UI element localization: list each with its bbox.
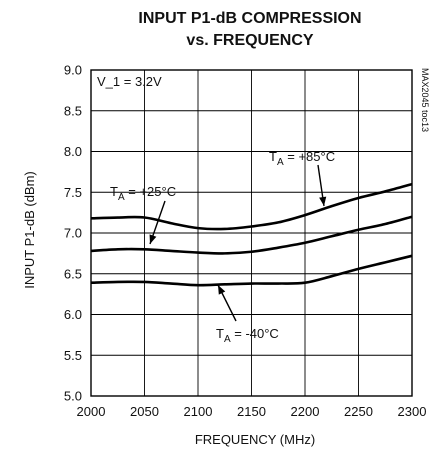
x-tick-label: 2000: [77, 404, 106, 419]
arrowhead-1: [319, 196, 327, 206]
series-labels: TA = +85°C TA = +25°C TA = -40°C: [110, 149, 335, 345]
y-tick-label: 7.0: [64, 226, 82, 241]
y-tick-label: 7.5: [64, 185, 82, 200]
series-label-3: TA = -40°C: [216, 326, 279, 345]
series-line-3: [90, 254, 413, 287]
plot-frame: [90, 69, 413, 397]
y-tick-label: 9.0: [64, 63, 82, 78]
y-tick-label: 5.5: [64, 348, 82, 363]
y-tick-label: 6.5: [64, 266, 82, 281]
figure-ref: MAX2045 toc13: [420, 68, 430, 132]
x-tick-label: 2200: [291, 404, 320, 419]
series-line-2: [90, 215, 413, 255]
y-tick-label: 6.0: [64, 307, 82, 322]
y-tick-label: 8.5: [64, 103, 82, 118]
arrowhead-2: [149, 234, 157, 244]
chart-subtitle: vs. FREQUENCY: [186, 32, 313, 49]
condition-annotation: V_1 = 3.2V: [97, 74, 162, 89]
series-label-2: TA = +25°C: [110, 184, 176, 203]
y-axis-label: INPUT P1-dB (dBm): [22, 171, 37, 289]
x-tick-label: 2100: [184, 404, 213, 419]
arrowhead-3: [218, 285, 226, 295]
series-line-1: [90, 182, 413, 231]
x-tick-label: 2300: [398, 404, 427, 419]
x-tick-label: 2050: [130, 404, 159, 419]
series-group: [90, 182, 413, 287]
x-tick-label: 2250: [344, 404, 373, 419]
grid: [90, 69, 413, 397]
x-tick-label: 2150: [237, 404, 266, 419]
x-axis-label: FREQUENCY (MHz): [195, 432, 315, 447]
tick-labels: 2000 2050 2100 2150 2200 2250 2300 9.0 8.5 8.0 7.5…: [64, 63, 427, 420]
y-tick-label: 5.0: [64, 389, 82, 404]
chart-title: INPUT P1-dB COMPRESSION: [138, 10, 361, 27]
series-label-1: TA = +85°C: [269, 149, 335, 168]
y-tick-label: 8.0: [64, 144, 82, 159]
